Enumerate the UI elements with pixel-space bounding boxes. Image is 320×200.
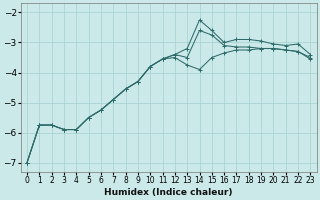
X-axis label: Humidex (Indice chaleur): Humidex (Indice chaleur) xyxy=(104,188,233,197)
